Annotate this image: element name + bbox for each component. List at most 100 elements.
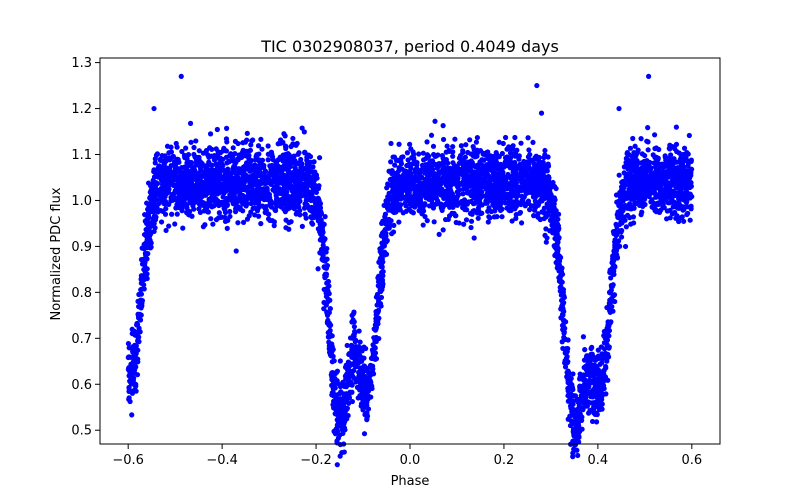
data-point — [175, 204, 182, 211]
data-point — [458, 143, 464, 149]
data-point — [599, 391, 606, 397]
data-point — [486, 190, 493, 197]
data-point — [303, 176, 309, 182]
data-point — [465, 199, 471, 205]
data-point — [436, 185, 442, 191]
data-point — [641, 162, 647, 168]
data-point — [310, 164, 316, 170]
data-point — [497, 196, 503, 202]
data-point — [216, 210, 222, 216]
data-point — [289, 160, 296, 166]
data-point — [204, 183, 210, 189]
data-point — [532, 198, 538, 204]
data-point — [556, 268, 562, 274]
data-point — [166, 150, 172, 156]
data-point — [646, 193, 652, 200]
data-point — [384, 237, 390, 244]
data-point — [223, 154, 229, 160]
data-point — [196, 154, 202, 160]
data-point — [564, 349, 570, 355]
data-point — [307, 159, 314, 165]
data-point — [621, 184, 627, 191]
data-point — [431, 219, 437, 225]
data-point — [576, 439, 582, 445]
data-point — [126, 373, 132, 379]
data-point — [329, 359, 335, 365]
data-point — [493, 191, 499, 198]
data-point — [592, 356, 598, 362]
data-point — [235, 204, 241, 210]
points-layer — [125, 73, 695, 468]
data-point — [427, 172, 433, 178]
data-point — [672, 209, 678, 216]
data-point — [350, 317, 356, 323]
data-point — [302, 193, 309, 200]
data-point — [570, 411, 576, 417]
data-point — [138, 305, 144, 311]
data-point — [183, 145, 189, 151]
data-point — [623, 159, 629, 166]
data-point — [214, 126, 220, 133]
data-point — [653, 183, 660, 189]
data-point — [604, 358, 610, 364]
data-point — [400, 154, 406, 160]
data-point — [228, 151, 234, 157]
data-point — [535, 214, 541, 220]
data-point — [222, 209, 229, 216]
data-point — [463, 142, 469, 148]
data-point — [659, 161, 665, 167]
data-point — [250, 189, 256, 195]
data-point — [441, 165, 447, 171]
data-point — [471, 235, 477, 241]
data-point — [576, 402, 582, 409]
data-point — [433, 192, 439, 198]
data-point — [359, 388, 365, 394]
data-point — [340, 379, 346, 385]
data-point — [308, 181, 314, 187]
data-point — [312, 200, 318, 206]
data-point — [588, 345, 594, 352]
data-point — [219, 199, 225, 205]
data-point — [296, 150, 302, 156]
data-point — [373, 294, 380, 300]
data-point — [666, 180, 672, 187]
data-point — [491, 169, 497, 175]
data-point — [518, 140, 524, 146]
data-point — [281, 206, 287, 212]
data-point — [656, 209, 663, 216]
data-point — [216, 215, 222, 221]
data-point — [466, 190, 472, 196]
data-point — [128, 380, 134, 386]
data-point — [509, 189, 515, 195]
data-point — [250, 137, 256, 143]
data-point — [188, 160, 195, 166]
data-point — [355, 395, 361, 401]
data-point — [274, 200, 280, 206]
data-point — [648, 199, 654, 205]
data-point — [556, 275, 562, 281]
data-point — [327, 297, 333, 303]
data-point — [291, 153, 297, 159]
data-point — [463, 217, 470, 223]
data-point — [389, 231, 395, 237]
data-point — [265, 143, 271, 149]
data-point — [349, 389, 355, 395]
data-point — [601, 367, 607, 373]
data-point — [619, 216, 626, 222]
data-point — [131, 349, 137, 355]
data-point — [290, 135, 296, 142]
data-point — [609, 283, 615, 289]
data-point — [146, 220, 152, 226]
data-point — [475, 215, 481, 221]
data-point — [670, 160, 676, 167]
data-point — [259, 193, 265, 199]
data-point — [555, 248, 561, 254]
data-point — [538, 183, 545, 189]
data-point — [315, 266, 321, 272]
data-point — [361, 344, 367, 350]
data-point — [265, 216, 272, 222]
data-point — [127, 398, 133, 405]
data-point — [485, 219, 491, 225]
data-point — [307, 153, 314, 160]
